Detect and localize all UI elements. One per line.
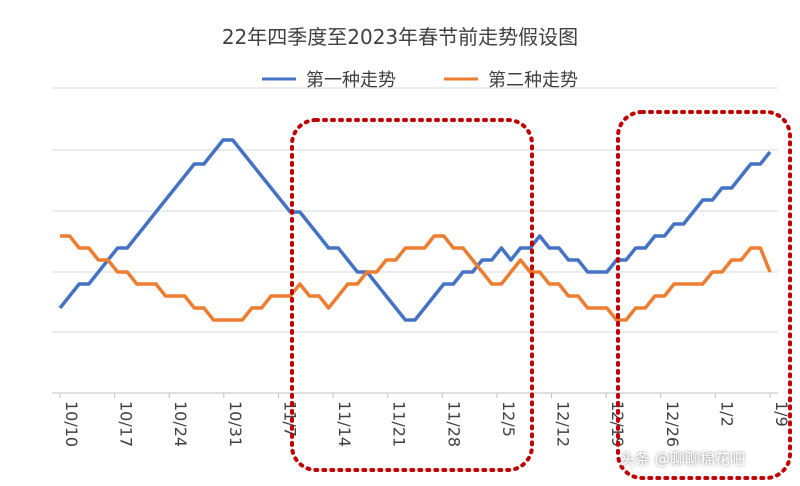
series-line-2 — [60, 234, 772, 322]
x-tick-label: 12/26 — [663, 401, 682, 447]
x-tick-label: 11/7 — [280, 401, 299, 437]
legend-label-series-2: 第二种走势 — [488, 70, 578, 91]
x-tick-label: 1/9 — [772, 401, 791, 427]
x-tick-label: 12/5 — [499, 401, 518, 437]
x-tick-label: 11/21 — [390, 401, 409, 447]
x-tick-label: 11/14 — [335, 401, 354, 447]
x-tick-label: 1/2 — [717, 401, 736, 427]
x-tick-label: 10/10 — [62, 401, 81, 447]
x-tick-label: 12/12 — [554, 401, 573, 447]
x-tick-label: 10/31 — [226, 401, 245, 447]
x-tick-labels: 10/10 10/17 10/24 10/31 11/7 11/14 11/21 11/28 1… — [59, 393, 791, 447]
highlight-box-2 — [616, 110, 792, 480]
x-tick-label: 11/28 — [444, 401, 463, 447]
gridlines — [52, 87, 778, 333]
legend-label-series-1: 第一种走势 — [306, 70, 396, 91]
highlight-box-1 — [290, 118, 534, 472]
legend: 第一种走势 第二种走势 — [262, 70, 578, 91]
x-tick-label: 10/17 — [117, 401, 136, 447]
series-line-1 — [58, 138, 772, 322]
series-layer — [58, 138, 772, 322]
x-tick-label: 12/19 — [608, 401, 627, 447]
chart-title: 22年四季度至2023年春节前走势假设图 — [222, 25, 578, 49]
watermark: 头条 @聊聊棉花吧 — [620, 450, 745, 468]
x-tick-label: 10/24 — [171, 401, 190, 447]
